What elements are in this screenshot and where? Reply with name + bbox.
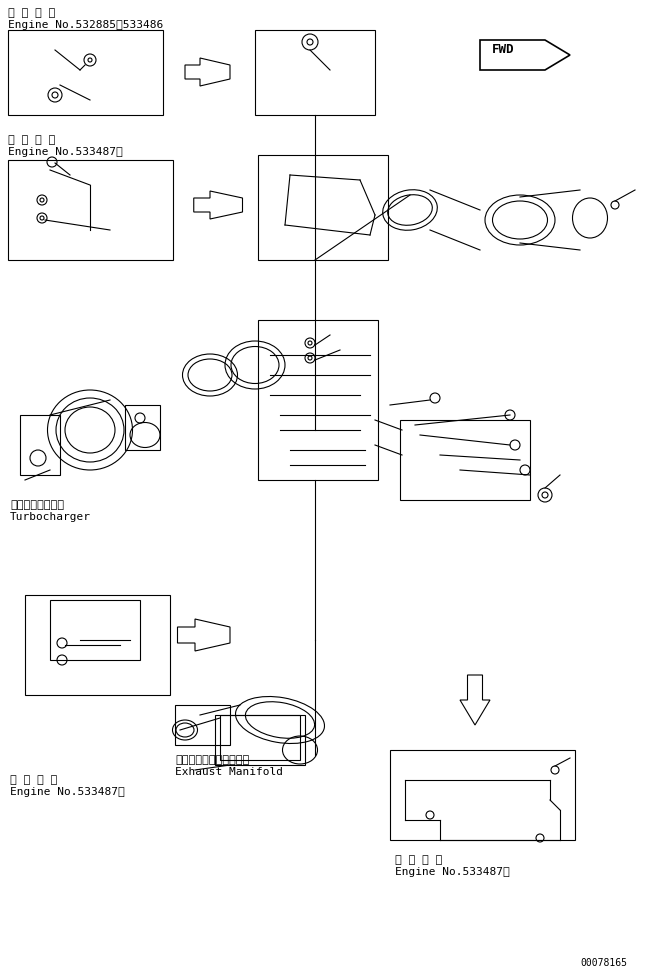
Bar bbox=[20, 415, 60, 475]
Bar bbox=[255, 30, 375, 115]
Text: Engine No.532885～533486: Engine No.532885～533486 bbox=[8, 20, 163, 30]
Text: 適 用 号 機: 適 用 号 機 bbox=[8, 8, 55, 18]
Text: 00078165: 00078165 bbox=[580, 958, 627, 968]
Bar bbox=[258, 155, 388, 260]
Text: 適 用 号 機: 適 用 号 機 bbox=[395, 855, 442, 865]
Bar bbox=[25, 595, 170, 695]
Bar bbox=[215, 715, 305, 765]
Bar bbox=[50, 600, 140, 660]
Text: Engine No.533487～: Engine No.533487～ bbox=[8, 147, 123, 157]
Text: 適 用 号 機: 適 用 号 機 bbox=[10, 775, 57, 785]
Text: ターボチャージャ: ターボチャージャ bbox=[10, 500, 64, 510]
Polygon shape bbox=[185, 58, 230, 86]
Text: Engine No.533487～: Engine No.533487～ bbox=[10, 787, 125, 797]
Bar bbox=[400, 420, 530, 500]
Bar bbox=[175, 705, 230, 745]
Polygon shape bbox=[194, 191, 242, 219]
Polygon shape bbox=[460, 675, 490, 725]
Bar bbox=[220, 715, 300, 760]
Bar bbox=[258, 320, 378, 480]
Text: Turbocharger: Turbocharger bbox=[10, 512, 91, 522]
Text: FWD: FWD bbox=[492, 43, 515, 56]
Text: 適 用 号 機: 適 用 号 機 bbox=[8, 135, 55, 145]
Bar bbox=[8, 160, 173, 260]
Bar bbox=[125, 405, 160, 450]
Polygon shape bbox=[480, 40, 570, 70]
Bar bbox=[390, 750, 575, 840]
Text: Engine No.533487～: Engine No.533487～ bbox=[395, 867, 510, 877]
Text: Exhaust Manifold: Exhaust Manifold bbox=[175, 767, 283, 777]
Text: エキゾーストマニホルド: エキゾーストマニホルド bbox=[175, 755, 249, 765]
Polygon shape bbox=[178, 619, 230, 651]
Bar bbox=[8, 30, 163, 115]
